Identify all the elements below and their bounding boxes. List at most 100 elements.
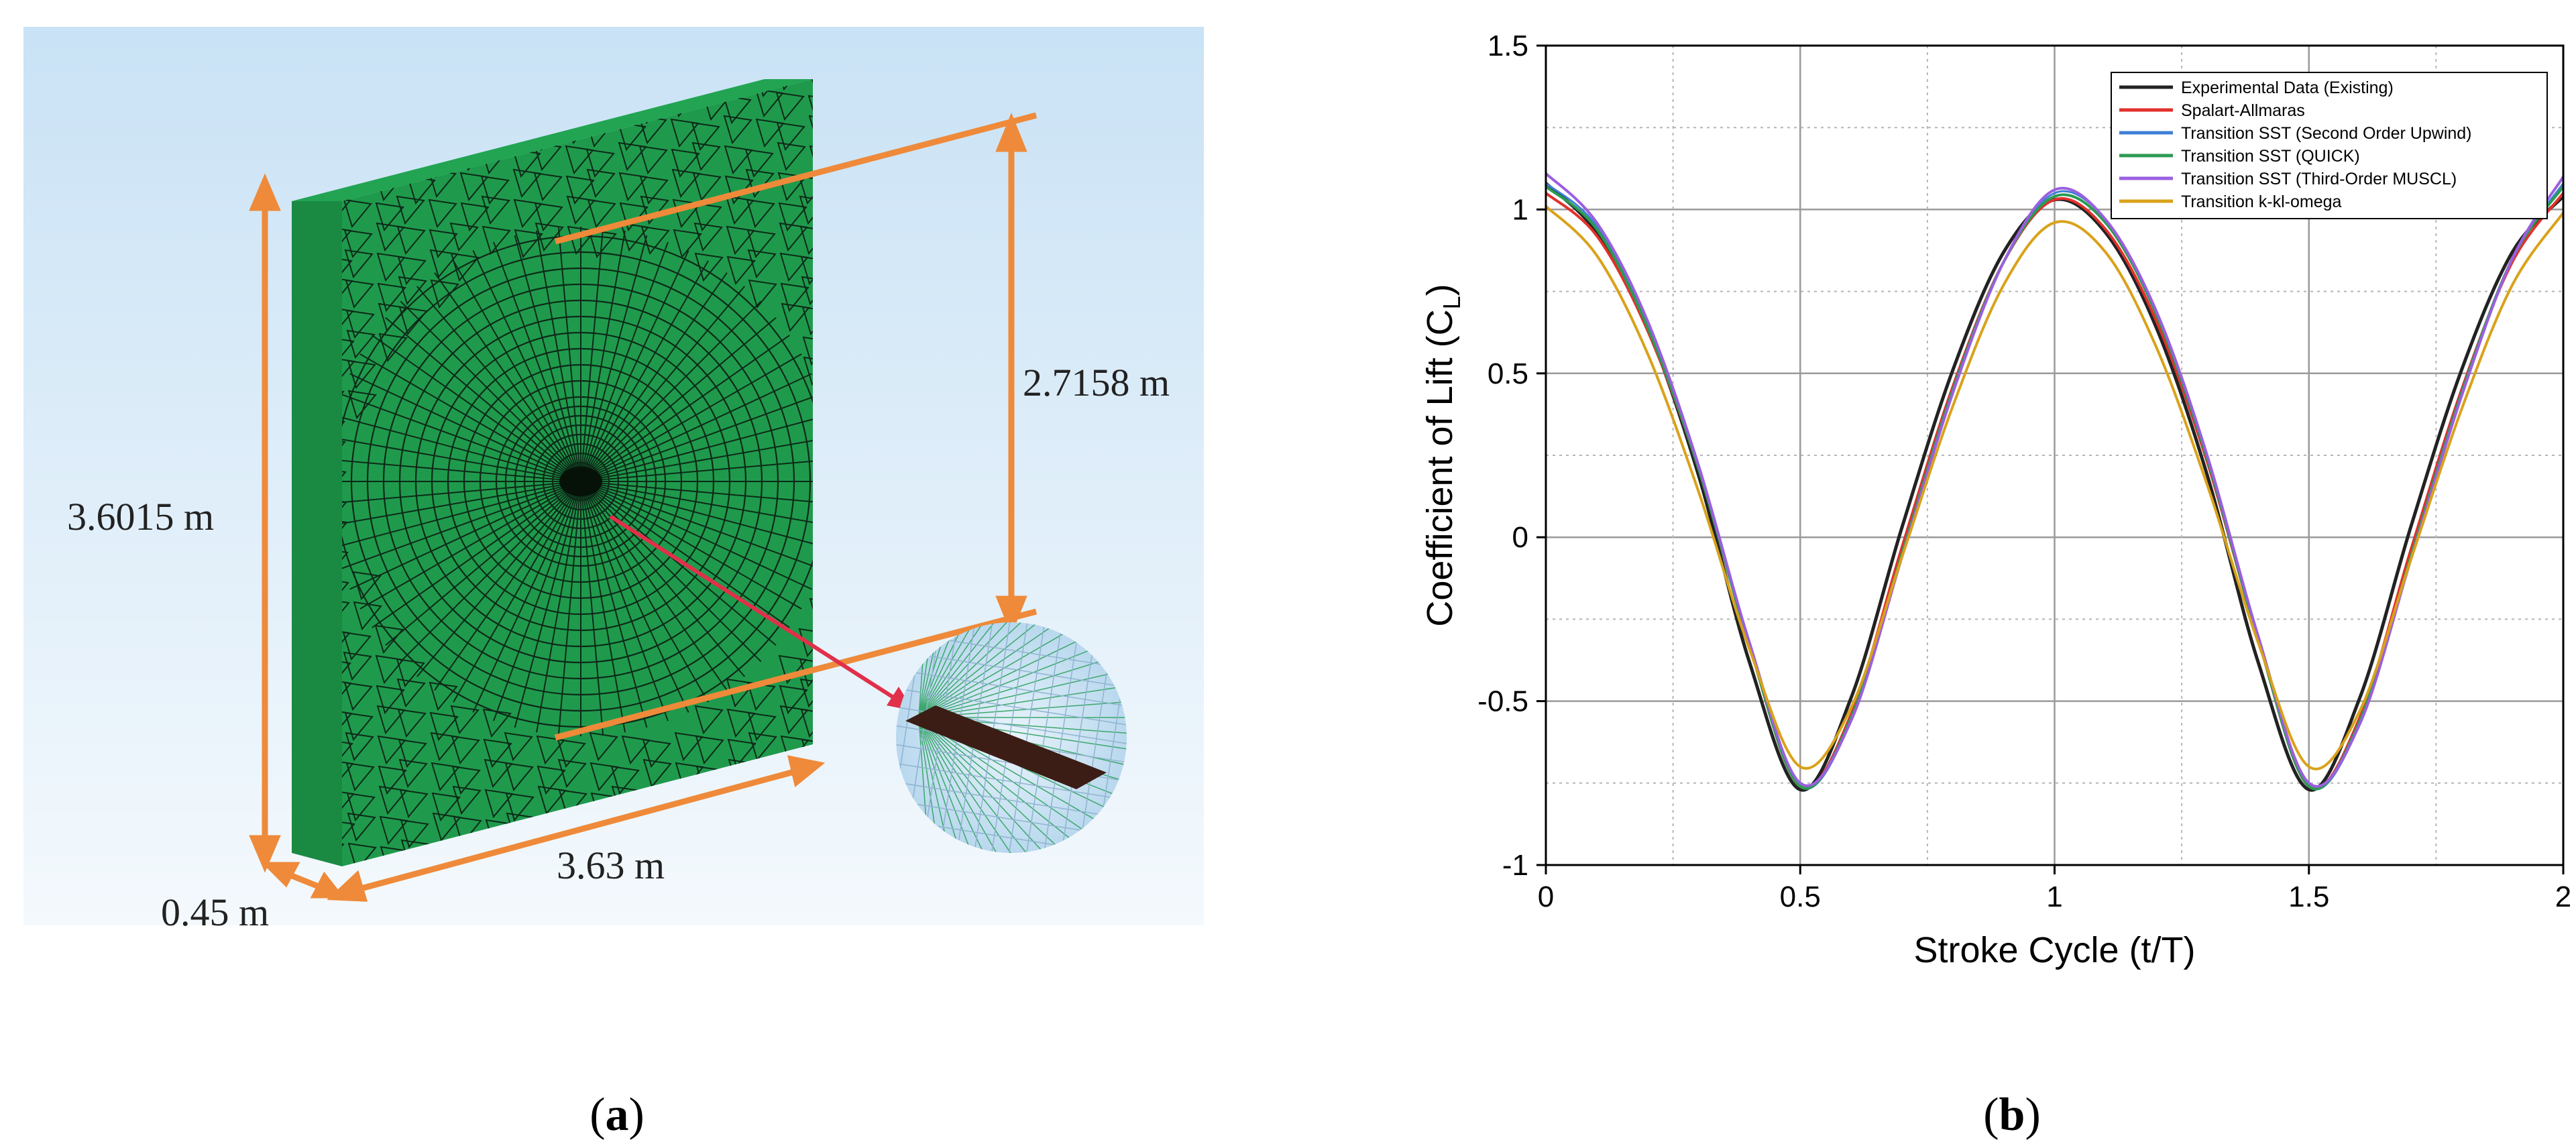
mesh-triangle: [727, 738, 757, 768]
mesh-spoke: [400, 300, 581, 482]
mesh-triangle: [671, 148, 700, 178]
y-tick-label: 1.5: [1488, 30, 1528, 62]
mesh-spoke: [557, 481, 581, 736]
mesh-triangle: [398, 306, 428, 336]
mesh-spoke: [385, 481, 581, 646]
mesh-triangle: [342, 789, 355, 819]
mesh-spoke: [580, 394, 813, 482]
mesh-triangle: [803, 356, 813, 386]
mesh-spoke: [580, 250, 689, 482]
mesh-triangle: [450, 252, 480, 282]
mesh-triangle: [480, 175, 510, 205]
mesh-triangle: [670, 118, 699, 148]
mesh-triangle: [798, 628, 813, 658]
mesh-triangle: [590, 762, 619, 792]
y-tick-label: 0.5: [1488, 357, 1528, 390]
mesh-triangle: [484, 789, 514, 819]
mesh-triangle: [513, 198, 543, 229]
mesh-triangle: [430, 279, 459, 309]
y-axis-title-main: Coefficient of Lift (C: [1420, 309, 1460, 626]
mesh-spoke: [416, 481, 581, 677]
mesh-triangle: [345, 732, 374, 762]
mesh-triangle: [481, 195, 510, 225]
mesh-triangle: [726, 255, 756, 286]
mesh-triangle: [451, 735, 480, 765]
mesh-spoke: [342, 481, 581, 549]
mesh-triangle: [376, 705, 406, 735]
dim-label-height: 3.6015 m: [67, 495, 214, 538]
mesh-spoke: [372, 481, 581, 628]
mesh-triangle: [377, 282, 406, 312]
mesh-triangle: [621, 735, 651, 765]
zoom-grid-line: [896, 667, 1127, 709]
mesh-triangle: [775, 91, 805, 121]
mesh-triangle: [352, 571, 382, 601]
mesh-triangle: [610, 765, 640, 795]
mesh-triangle: [779, 222, 808, 252]
zoom-grid-line: [989, 622, 1031, 853]
dim-label-width: 3.63 m: [557, 844, 665, 887]
mesh-triangle: [449, 222, 479, 252]
mesh-triangle: [585, 148, 615, 178]
caption-b-letter: b: [1999, 1089, 2025, 1141]
mesh-triangle: [342, 306, 354, 336]
mesh-triangle: [537, 785, 567, 815]
mesh-triangle: [800, 255, 813, 286]
mesh-triangle: [780, 282, 809, 312]
mesh-triangle: [557, 758, 587, 789]
mesh-spoke: [580, 481, 813, 505]
zoom-spoke: [918, 622, 981, 718]
mesh-spoke: [416, 286, 581, 482]
dimension-arrows: [249, 112, 1038, 902]
mesh-triangle: [399, 789, 429, 819]
zoom-spoke: [918, 717, 1078, 853]
mesh-spoke: [342, 437, 581, 482]
mesh-spoke: [359, 481, 581, 610]
mesh-triangle: [342, 738, 353, 768]
mesh-spoke: [580, 235, 648, 482]
mesh-spoke: [580, 481, 813, 569]
mesh-spoke: [342, 481, 581, 526]
mesh-spoke: [342, 394, 581, 482]
mesh-triangle: [342, 631, 372, 661]
mesh-spoke: [453, 481, 581, 703]
mesh-triangle: [376, 222, 405, 252]
zoom-spoke: [918, 622, 1111, 718]
mesh-triangle: [451, 765, 481, 795]
mesh-spoke: [580, 437, 813, 482]
mesh-triangle: [799, 225, 813, 255]
y-tick-label: 1: [1512, 193, 1528, 226]
caption-a-letter: a: [606, 1089, 629, 1141]
mesh-triangle: [746, 198, 775, 229]
mesh-triangle: [695, 735, 724, 765]
mesh-triangle: [378, 333, 408, 363]
legend-entry: Transition k-kl-omega: [2181, 192, 2342, 211]
mesh-triangle: [535, 222, 564, 252]
mesh-triangle: [342, 758, 354, 789]
mesh-triangle: [746, 229, 776, 259]
mesh-triangle: [672, 198, 702, 229]
mesh-spoke: [514, 235, 581, 482]
mesh-triangle: [484, 758, 513, 789]
mesh-triangle: [744, 148, 774, 178]
mesh-triangle: [800, 708, 813, 738]
mesh-triangle: [537, 765, 566, 795]
mesh-triangle: [748, 279, 777, 309]
mesh-spoke: [493, 481, 581, 722]
mesh-triangle: [801, 306, 813, 336]
mesh-triangle: [799, 195, 813, 225]
airfoil-center: [559, 467, 602, 496]
mesh-triangle: [587, 198, 616, 229]
mesh-triangle: [694, 252, 724, 282]
mesh-triangle: [639, 175, 669, 205]
legend-box: [2111, 72, 2548, 219]
mesh-triangle: [459, 172, 489, 202]
mesh-triangle: [452, 785, 482, 815]
mesh-triangle: [343, 681, 373, 711]
mesh-triangle: [379, 815, 408, 846]
mesh-spoke: [400, 481, 581, 663]
mesh-spoke: [493, 241, 581, 482]
chart-series: [1545, 172, 2565, 792]
zoom-pointer-line: [609, 514, 900, 703]
x-tick-label: 0: [1538, 880, 1554, 913]
